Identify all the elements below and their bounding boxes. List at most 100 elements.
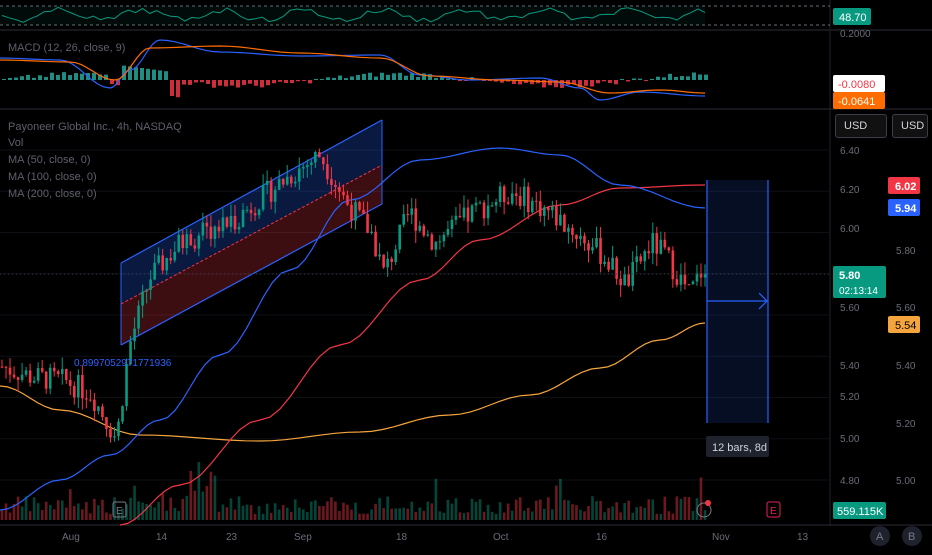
macd-histogram-bar (500, 80, 504, 83)
svg-text:E: E (116, 506, 123, 517)
candle-body (346, 195, 349, 205)
candle-body (326, 164, 329, 180)
macd-histogram-bar (332, 77, 336, 80)
volume-bar (382, 508, 385, 520)
volume-bar (514, 499, 518, 520)
macd-histogram-bar (458, 80, 462, 81)
auto-scale-button[interactable]: A (870, 526, 890, 546)
candle-body (474, 202, 478, 206)
macd-histogram-bar (404, 75, 408, 80)
candle-body (410, 208, 414, 215)
currency-unit-button-2[interactable]: USD (892, 114, 928, 138)
volume-bar (494, 513, 498, 520)
candle-body (458, 215, 462, 218)
candle-body (426, 234, 430, 236)
volume-bar (651, 499, 655, 520)
candle-body (530, 200, 534, 213)
svg-text:-0.0641: -0.0641 (838, 96, 875, 108)
volume-bar (446, 499, 450, 520)
macd-histogram-bar (50, 72, 54, 80)
volume-bar (398, 508, 401, 520)
earnings-marker[interactable]: E (112, 501, 127, 518)
channel-top-line[interactable] (120, 119, 383, 264)
legend-vol[interactable]: Vol (8, 137, 23, 149)
candle-body (522, 186, 526, 206)
log-scale-button[interactable]: B (902, 526, 922, 546)
ma50-line (0, 147, 706, 511)
macd-histogram-bar (98, 74, 102, 80)
volume-bar (125, 504, 128, 520)
macd-histogram-bar (8, 77, 12, 80)
volume-bar (189, 470, 193, 520)
dividend-marker[interactable] (696, 500, 712, 518)
candle-body (667, 247, 671, 251)
volume-bar (422, 510, 426, 520)
macd-histogram-bar (32, 77, 36, 80)
macd-histogram-bar (20, 76, 24, 80)
candle-body (297, 168, 301, 182)
candle-body (671, 250, 675, 280)
legend-ma100[interactable]: MA (100, close, 0) (8, 171, 97, 183)
candle-body (350, 204, 353, 221)
volume-bar (430, 503, 434, 520)
legend-symbol[interactable]: Payoneer Global Inc., 4h, NASDAQ (8, 121, 182, 133)
volume-bar (450, 503, 454, 520)
volume-bar (8, 512, 12, 520)
price-tick: 6.40 (840, 146, 860, 157)
candle-body (502, 186, 506, 203)
candle-body (221, 217, 225, 232)
volume-bar (559, 479, 562, 520)
price-pane[interactable]: Payoneer Global Inc., 4h, NASDAQ Vol MA … (0, 119, 916, 526)
macd-histogram-bar (224, 80, 228, 87)
fib-annotation[interactable]: 0.8997052971771936 (74, 358, 172, 369)
volume-bar (169, 497, 173, 520)
volume-bar (575, 505, 578, 520)
volume-bar (322, 506, 325, 520)
volume-bar (229, 498, 233, 520)
candle-body (16, 377, 20, 380)
candle-body (173, 251, 177, 261)
macd-histogram-bar (632, 78, 636, 80)
channel-bottom-line[interactable] (120, 203, 383, 346)
candle-body (181, 234, 185, 248)
time-label: Sep (294, 532, 312, 543)
volume-bar (442, 512, 446, 520)
currency-unit-button[interactable]: USD (835, 114, 887, 138)
candle-body (97, 406, 100, 412)
macd-histogram-bar (386, 74, 390, 80)
volume-bar (117, 512, 120, 520)
candle-body (506, 202, 510, 204)
macd-histogram-bar (14, 77, 18, 80)
candle-body (583, 235, 586, 244)
volume-bar (659, 513, 663, 520)
candle-body (60, 368, 64, 375)
candle-body (117, 421, 120, 437)
macd-pane[interactable]: MACD (12, 26, close, 9) 0.2000 (0, 29, 871, 101)
macd-histogram-bar (482, 80, 486, 81)
candle-body (85, 398, 88, 400)
earnings-marker-upcoming[interactable]: E (766, 501, 781, 518)
macd-histogram-bar (278, 80, 282, 82)
macd-histogram-bar (488, 80, 492, 81)
macd-axis-tick: 0.2000 (840, 29, 871, 40)
rsi-pane[interactable] (0, 5, 830, 26)
price-tick-right: 5.60 (896, 303, 916, 314)
macd-histogram-bar (368, 72, 372, 80)
volume-bar (474, 501, 478, 520)
svg-text:A: A (876, 531, 884, 543)
volume-bar (462, 512, 466, 520)
legend-ma50[interactable]: MA (50, close, 0) (8, 154, 91, 166)
volume-bar (414, 511, 418, 520)
legend-ma200[interactable]: MA (200, close, 0) (8, 188, 97, 200)
time-axis[interactable]: Aug 14 23 Sep 18 Oct 16 Nov 13 (62, 532, 809, 543)
time-label: 16 (596, 532, 608, 543)
volume-bar (310, 501, 313, 520)
candle-body (12, 374, 16, 378)
candle-body (450, 219, 454, 229)
macd-value-badge: -0.0080 (833, 75, 885, 92)
candle-body (422, 225, 426, 236)
volume-bar (603, 512, 606, 520)
volume-bar (671, 513, 675, 520)
